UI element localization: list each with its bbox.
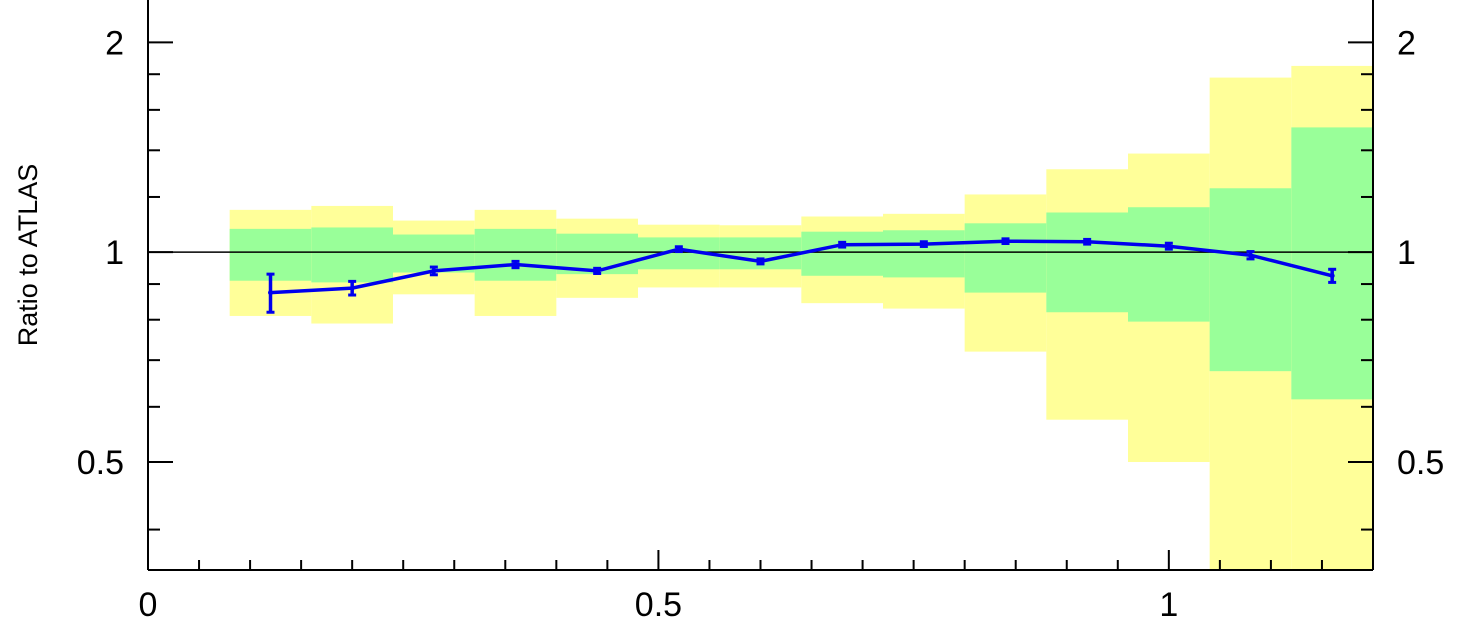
x-tick-label-2: 1	[1159, 586, 1178, 624]
inner-band-7	[801, 231, 883, 276]
y-tick-label-left-1: 1	[105, 234, 124, 272]
data-point-0	[268, 290, 273, 296]
data-point-1	[349, 285, 355, 291]
y-tick-label-left-0: 0.5	[77, 444, 124, 482]
y-tick-label-right-0: 0.5	[1397, 444, 1444, 482]
data-point-3	[513, 262, 518, 268]
data-point-6	[758, 258, 763, 264]
inner-band-11	[1128, 207, 1210, 322]
inner-band-12	[1209, 188, 1292, 372]
data-point-10	[1084, 239, 1090, 245]
x-tick-label-0: 0	[139, 586, 158, 624]
chart-axes: 0.5 0.5 1 1 2 2 0 0.5 1	[77, 0, 1444, 624]
inner-band-0	[229, 228, 312, 281]
series-line-0	[270, 239, 1333, 295]
data-point-4	[594, 268, 600, 274]
inner-band-10	[1046, 212, 1128, 313]
y-axis-title: Ratio to ATLAS	[13, 164, 43, 347]
data-point-2	[431, 268, 437, 274]
data-point-11	[1166, 243, 1172, 249]
data-point-12	[1248, 252, 1253, 258]
data-point-5	[676, 246, 682, 252]
inner-band-13	[1291, 127, 1373, 400]
inner-band-3	[474, 228, 557, 281]
y-tick-label-right-2: 2	[1397, 24, 1416, 62]
ratio-series	[266, 237, 1337, 314]
data-point-8	[921, 241, 927, 247]
x-tick-label-1: 0.5	[635, 586, 682, 624]
data-point-13	[1329, 273, 1335, 279]
inner-band-1	[311, 227, 393, 283]
y-tick-label-right-1: 1	[1397, 234, 1416, 272]
y-tick-label-left-2: 2	[105, 24, 124, 62]
inner-band-8	[883, 230, 965, 278]
inner-band-9	[964, 223, 1047, 293]
data-point-7	[839, 242, 845, 248]
data-point-9	[1003, 238, 1008, 244]
uncertainty-bands	[229, 65, 1373, 571]
